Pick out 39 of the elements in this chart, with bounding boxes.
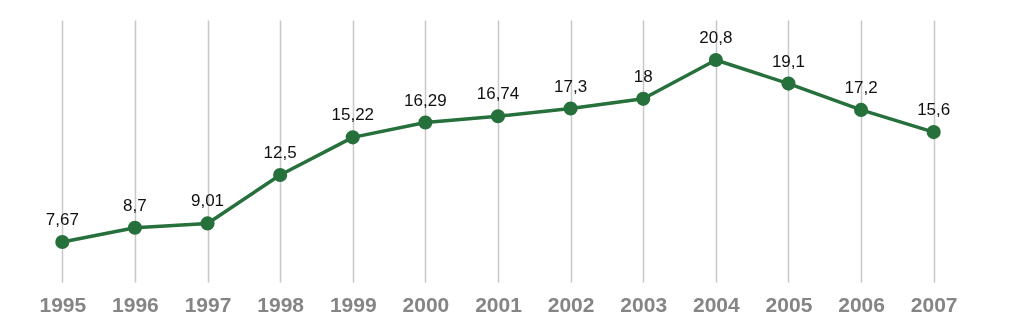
point [926, 125, 941, 140]
x-tick-label: 1998 [257, 292, 305, 316]
x-tick-label: 1997 [184, 292, 232, 316]
point [200, 216, 215, 231]
data-label: 9,01 [190, 191, 225, 211]
point [345, 130, 360, 145]
data-label: 20,8 [699, 28, 733, 47]
data-label: 12,5 [263, 143, 297, 163]
data-label: 8,7 [123, 195, 147, 215]
x-tick-label: 1999 [329, 292, 377, 316]
x-tick-label: 2004 [692, 292, 741, 316]
point [490, 109, 506, 124]
data-label: 17,3 [554, 76, 588, 96]
x-tick-label: 2001 [475, 292, 523, 316]
data-label: 16,74 [476, 84, 520, 104]
x-tick-label: 2000 [402, 292, 450, 316]
x-tick-label: 2002 [547, 292, 595, 316]
data-label: 19,1 [771, 51, 806, 71]
data-label: 15,22 [331, 105, 375, 125]
x-tick-label: 2007 [910, 292, 958, 316]
x-tick-label: 2006 [838, 292, 885, 316]
point [418, 115, 433, 130]
point [563, 101, 578, 116]
x-tick-label: 2005 [765, 292, 813, 316]
x-tick-label: 2003 [620, 292, 668, 316]
x-tick-label: 1996 [112, 292, 159, 316]
point [854, 102, 869, 117]
data-label: 7,67 [45, 210, 79, 229]
point [273, 167, 288, 183]
data-label: 18 [633, 66, 653, 86]
x-tick-label: 1995 [39, 292, 87, 316]
point [55, 234, 70, 250]
data-label: 15,6 [917, 100, 951, 120]
data-label: 17,2 [844, 77, 878, 97]
point [127, 220, 142, 235]
point [708, 52, 723, 68]
data-label: 16,29 [404, 90, 447, 110]
point [636, 91, 651, 106]
point [781, 76, 796, 91]
